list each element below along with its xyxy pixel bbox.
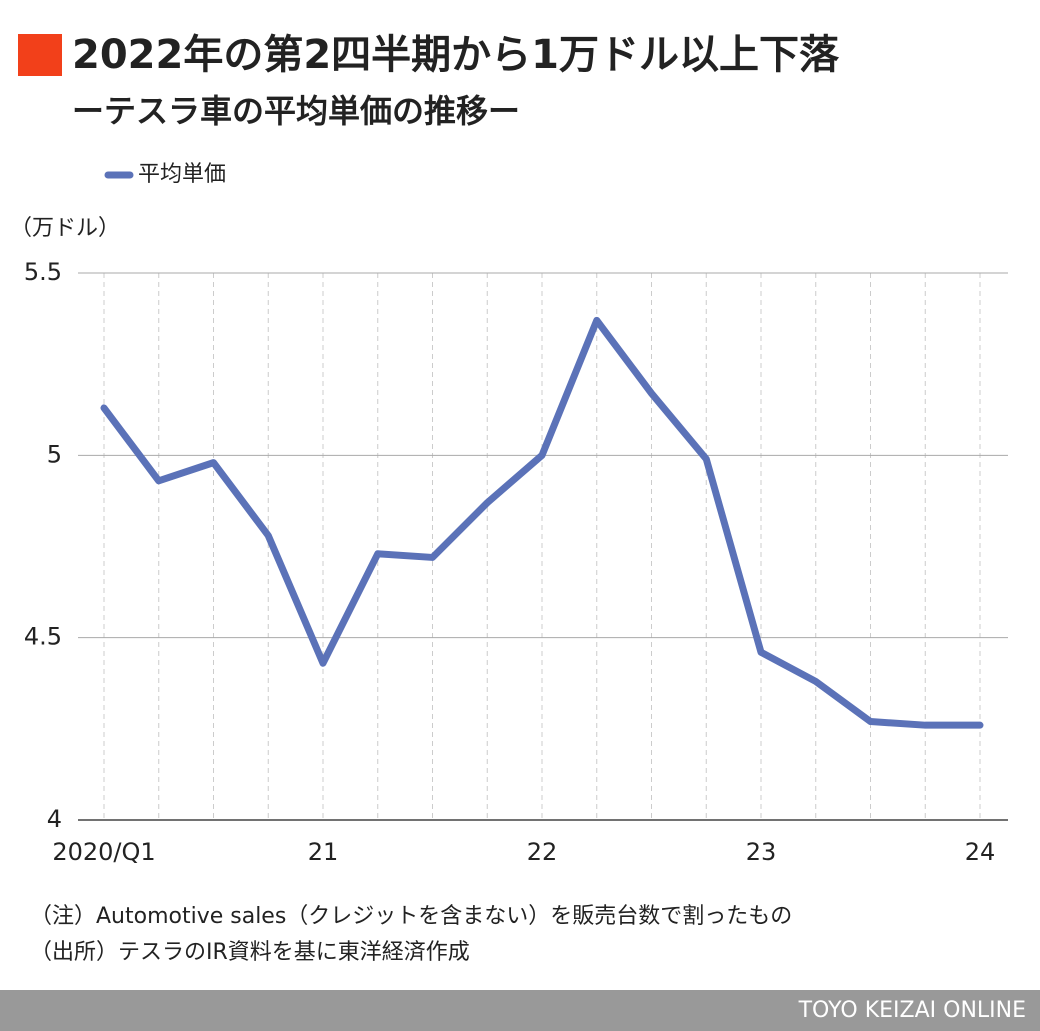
x-tick-label: 22 bbox=[527, 838, 558, 866]
x-tick-label: 24 bbox=[965, 838, 996, 866]
data-line bbox=[100, 316, 984, 729]
y-axis-label: （万ドル） bbox=[10, 216, 120, 241]
chart-subtitle: ーテスラ車の平均単価の推移ー bbox=[72, 92, 520, 130]
credit: TOYO KEIZAI ONLINE bbox=[798, 998, 1026, 1023]
x-tick-label: 21 bbox=[308, 838, 339, 866]
legend-label: 平均単価 bbox=[138, 162, 226, 187]
x-tick-label: 2020/Q1 bbox=[52, 838, 155, 866]
x-tick-label: 23 bbox=[746, 838, 777, 866]
chart-title: 2022年の第2四半期から1万ドル以上下落 bbox=[72, 32, 840, 78]
y-tick-label: 4 bbox=[47, 805, 62, 833]
title-marker bbox=[18, 34, 62, 76]
y-tick-label: 5 bbox=[47, 440, 62, 468]
note: （出所）テスラのIR資料を基に東洋経済作成 bbox=[30, 940, 470, 965]
note: （注）Automotive sales（クレジットを含まない）を販売台数で割った… bbox=[30, 904, 792, 929]
footer-bar bbox=[0, 990, 1040, 1031]
y-tick-label: 4.5 bbox=[24, 623, 62, 651]
y-tick-label: 5.5 bbox=[24, 258, 62, 286]
